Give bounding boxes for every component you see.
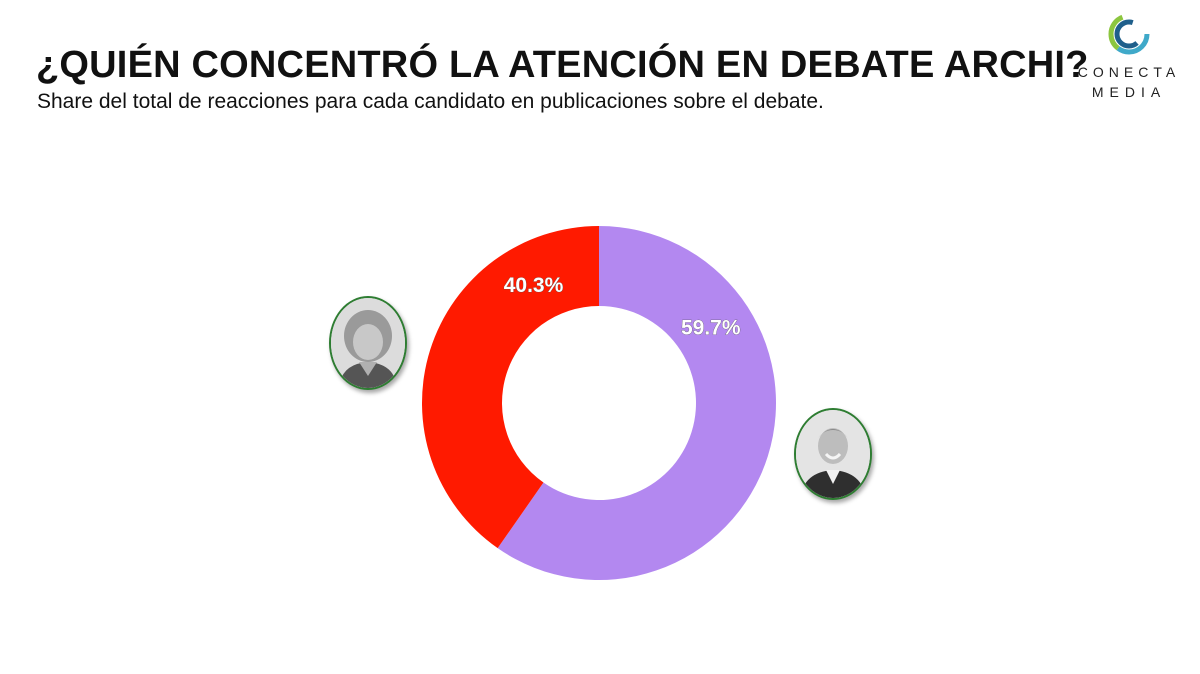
slice-label-0: 59.7% <box>681 316 741 339</box>
page-subtitle: Share del total de reacciones para cada … <box>37 90 824 113</box>
logo-mark-icon <box>1108 13 1150 55</box>
man-portrait-icon <box>794 408 872 500</box>
conecta-media-logo: CONECTA MEDIA <box>1064 10 1194 110</box>
slice-label-1: 40.3% <box>504 274 564 297</box>
donut-slice-0 <box>497 226 776 580</box>
donut-slice-1 <box>421 226 599 549</box>
logo-text-media: MEDIA <box>1091 84 1167 100</box>
page-title: ¿QUIÉN CONCENTRÓ LA ATENCIÓN EN DEBATE A… <box>36 44 1089 86</box>
logo-text-conecta: CONECTA <box>1077 64 1181 80</box>
woman-portrait-icon <box>329 296 407 390</box>
